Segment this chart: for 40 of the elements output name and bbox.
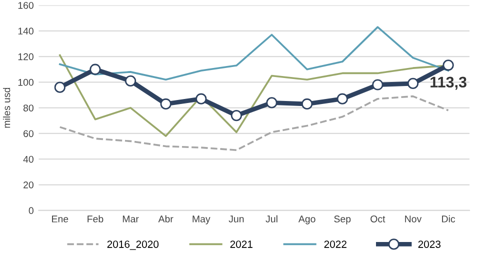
y-tick-label: 20 — [24, 181, 34, 188]
y-tick-label: 160 — [18, 2, 34, 9]
y-tick-label: 100 — [18, 78, 34, 86]
line-series — [59, 95, 450, 152]
y-tick-label: 80 — [23, 104, 34, 112]
x-tick-label: Feb — [88, 215, 104, 222]
point — [442, 60, 454, 71]
point — [160, 98, 172, 110]
legend-label: 2016_2020 — [107, 240, 159, 250]
point — [196, 93, 207, 104]
y-tick-label: 140 — [18, 28, 34, 35]
x-tick-label: Ago — [298, 216, 316, 224]
x-tick-label: May — [192, 216, 210, 224]
legend-label: 2023 — [418, 240, 441, 248]
point — [336, 93, 348, 104]
data-label: 113,3 — [430, 76, 466, 90]
x-tick-label: Jun — [228, 216, 244, 222]
x-tick-label: Dic — [442, 215, 456, 222]
x-tick-label: Oct — [370, 216, 386, 222]
point — [302, 98, 313, 110]
y-axis-title: miles usd — [3, 88, 10, 128]
x-tick-label: Sep — [334, 216, 351, 224]
point — [54, 82, 66, 93]
point — [230, 110, 242, 122]
legend-label: 2022 — [324, 240, 346, 248]
point — [407, 78, 419, 90]
x-tick-label: Abr — [158, 215, 174, 222]
y-tick-label: 0 — [28, 207, 34, 214]
y-tick-label: 120 — [18, 53, 34, 60]
x-tick-label: Ene — [52, 216, 68, 222]
point — [266, 97, 278, 108]
point — [372, 79, 384, 90]
point — [124, 75, 136, 86]
y-tick-label: 60 — [24, 130, 34, 138]
x-tick-label: Mar — [122, 216, 139, 222]
legend-label: 2021 — [230, 240, 252, 248]
point — [90, 64, 101, 75]
x-tick-label: Jul — [266, 215, 278, 222]
y-tick-label: 40 — [23, 156, 34, 163]
x-tick-label: Nov — [405, 216, 422, 222]
